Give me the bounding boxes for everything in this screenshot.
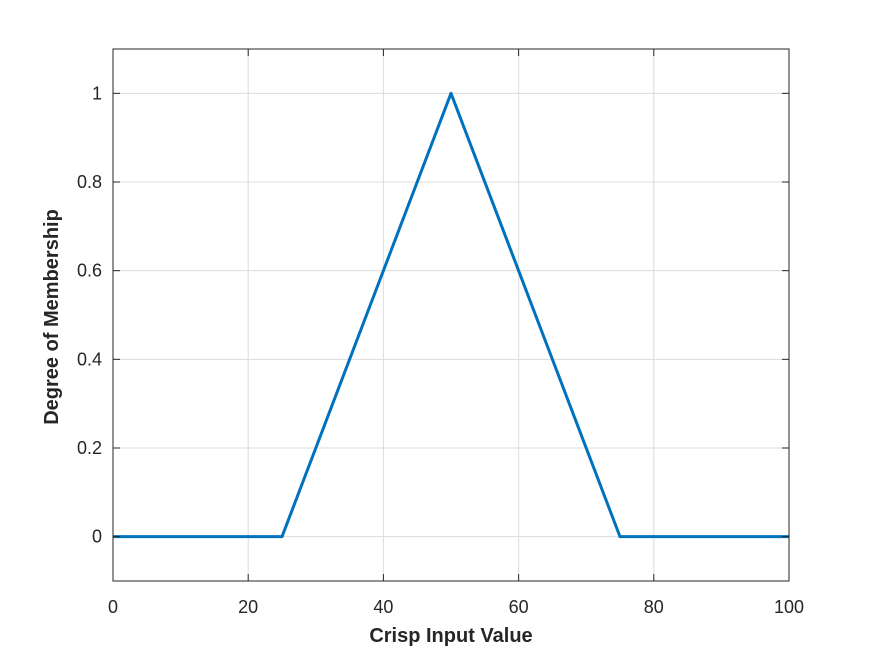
x-tick-label: 60 [509, 597, 529, 617]
axes-frame [112, 48, 790, 582]
y-tick-label: 0 [92, 527, 102, 547]
x-tick-label: 40 [373, 597, 393, 617]
y-tick-label: 0.8 [77, 172, 102, 192]
y-tick-labels: 0 0.2 0.4 0.6 0.8 1 [77, 83, 102, 546]
y-tick-label: 0.2 [77, 438, 102, 458]
grid-lines [112, 49, 790, 581]
membership-series-line [113, 91, 789, 539]
tick-marks [112, 49, 790, 581]
x-tick-label: 20 [238, 597, 258, 617]
y-axis-label: Degree of Membership [41, 209, 63, 425]
y-tick-label: 0.6 [77, 261, 102, 281]
x-tick-label: 0 [108, 597, 118, 617]
y-tick-label: 1 [92, 83, 102, 103]
x-tick-label: 80 [644, 597, 664, 617]
series-layer [113, 91, 789, 539]
y-tick-label: 0.4 [77, 349, 102, 369]
plot-area [113, 49, 789, 581]
x-tick-labels: 0 20 40 60 80 100 [108, 597, 804, 617]
x-tick-label: 100 [774, 597, 804, 617]
x-axis-label: Crisp Input Value [369, 625, 532, 647]
